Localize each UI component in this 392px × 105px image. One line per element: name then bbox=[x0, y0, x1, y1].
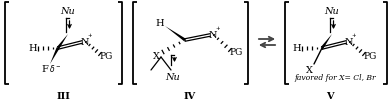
Text: H: H bbox=[29, 43, 37, 52]
Text: H: H bbox=[156, 18, 164, 28]
Polygon shape bbox=[50, 47, 59, 64]
Text: $^+$: $^+$ bbox=[350, 33, 358, 41]
Text: Nu: Nu bbox=[166, 72, 180, 81]
Text: Nu: Nu bbox=[61, 7, 75, 16]
Text: $^+$: $^+$ bbox=[87, 33, 94, 41]
Text: N: N bbox=[345, 37, 353, 47]
Text: $^+$: $^+$ bbox=[214, 26, 221, 34]
Text: PG: PG bbox=[229, 47, 243, 56]
Text: H: H bbox=[293, 43, 301, 52]
Text: X: X bbox=[152, 51, 160, 60]
Text: IV: IV bbox=[184, 91, 196, 100]
Text: favored for X= Cl, Br: favored for X= Cl, Br bbox=[294, 74, 376, 82]
Text: $\delta^-$: $\delta^-$ bbox=[49, 62, 61, 74]
Text: III: III bbox=[56, 91, 70, 100]
Text: N: N bbox=[209, 30, 217, 39]
Text: X: X bbox=[305, 66, 312, 75]
Text: N: N bbox=[81, 37, 89, 47]
Text: PG: PG bbox=[99, 51, 113, 60]
Text: PG: PG bbox=[363, 51, 377, 60]
Polygon shape bbox=[321, 34, 332, 49]
Polygon shape bbox=[165, 26, 186, 41]
Text: V: V bbox=[326, 91, 334, 100]
Polygon shape bbox=[57, 34, 68, 49]
Text: F: F bbox=[42, 64, 49, 74]
Text: Nu: Nu bbox=[325, 7, 339, 16]
